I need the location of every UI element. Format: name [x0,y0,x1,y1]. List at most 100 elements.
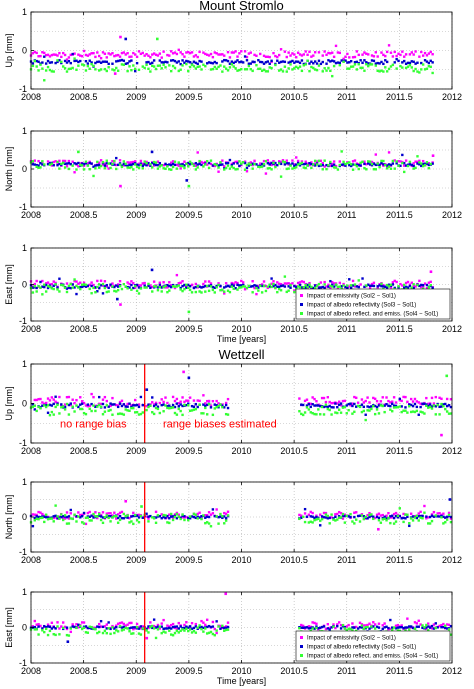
data-point [327,51,330,55]
data-point [132,632,135,635]
data-point [99,518,103,522]
data-point [332,166,336,169]
data-point [332,285,336,288]
data-point [380,159,383,163]
data-point [319,159,323,163]
data-point [82,164,86,167]
data-point [404,629,407,632]
data-point [408,161,412,165]
data-point [162,403,165,406]
data-point [128,516,131,520]
data-point [179,286,182,290]
data-point [168,521,171,525]
data-point [103,406,107,409]
data-point [279,284,283,288]
data-point [98,69,101,72]
data-point [264,55,268,58]
data-point [331,59,334,62]
data-point [177,402,180,405]
data-point [149,404,152,407]
outlier-point [124,499,128,503]
data-point [385,286,389,289]
data-point [240,284,243,287]
data-point [394,627,398,630]
data-point [154,403,158,406]
data-point [207,289,211,293]
data-point [320,405,324,409]
data-point [92,516,95,519]
x-tick-label: 2009 [126,92,146,102]
legend-entry: Impact of albedo reflectivity (Sol3 − So… [307,645,416,651]
data-point [401,161,404,165]
data-point [147,284,150,288]
data-point [266,286,270,290]
data-point [219,64,222,67]
data-point [343,627,347,630]
data-point [44,516,48,519]
data-point [190,515,194,518]
data-point [147,163,150,167]
data-point [444,521,447,524]
data-point [213,634,216,637]
data-point [285,55,288,59]
data-point [46,59,50,63]
y-axis-label: North [mm] [4,495,14,540]
data-point [272,282,275,286]
data-point [340,285,343,288]
data-point [363,59,366,62]
data-point [336,624,339,628]
data-point [164,396,167,399]
data-point [86,164,90,167]
data-point [306,285,309,289]
data-point [355,68,359,71]
data-point [207,61,211,64]
data-point [204,284,207,288]
data-point [73,162,76,165]
data-point [132,162,135,166]
data-point [413,516,417,519]
data-point [415,405,419,409]
data-point [156,288,160,292]
data-point [75,59,78,62]
x-tick-label: 2012 [442,666,462,676]
data-point [187,161,190,165]
data-point [238,284,241,287]
data-point [411,626,415,630]
data-point [31,513,35,516]
data-point [302,162,306,166]
data-point [62,518,65,522]
data-point [58,159,61,163]
data-point [162,50,165,53]
data-point [392,512,396,516]
data-point [387,285,391,288]
data-point [177,69,180,73]
data-point [39,161,42,165]
data-point [301,403,305,407]
data-point [63,515,67,518]
data-point [324,400,328,404]
data-point [43,163,46,166]
data-point [166,516,169,519]
data-point [305,398,309,401]
data-point [71,286,74,289]
data-point [73,401,76,405]
data-point [347,402,350,406]
data-point [204,404,207,408]
data-point [198,65,201,68]
data-point [311,621,314,624]
data-point [339,411,343,414]
data-point [392,626,396,629]
data-point [215,163,218,167]
data-point [190,283,194,287]
data-point [353,626,356,629]
data-point [33,516,36,520]
data-point [274,164,277,167]
data-point [411,515,415,518]
data-point [198,403,201,406]
x-axis-label: Time [years] [217,334,266,344]
data-point [67,522,71,525]
data-point [202,621,205,624]
data-point [181,164,184,168]
data-point [196,517,199,520]
data-point [101,163,105,166]
